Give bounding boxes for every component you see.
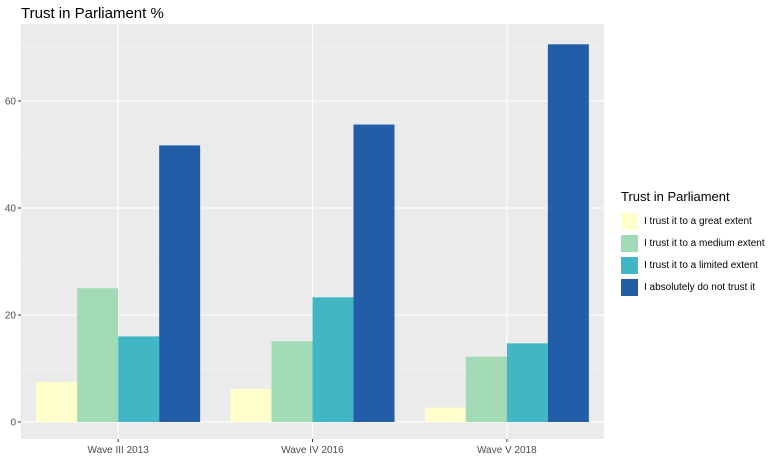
bar <box>77 288 119 422</box>
legend-swatch <box>621 278 638 296</box>
bar <box>36 381 78 422</box>
bar <box>159 145 201 422</box>
bar <box>353 124 395 422</box>
x-tick-label: Wave IV 2016 <box>281 445 344 456</box>
bar <box>506 343 548 422</box>
bar <box>312 297 354 422</box>
bar <box>230 388 272 422</box>
legend-label: I trust it to a medium extent <box>644 237 765 249</box>
legend-item: I trust it to a great extent <box>621 210 765 232</box>
x-tick-label: Wave III 2013 <box>88 445 150 456</box>
bars <box>36 44 589 422</box>
bar <box>118 336 160 422</box>
legend-swatch <box>621 256 638 274</box>
bar <box>547 44 589 422</box>
bar <box>424 407 466 422</box>
y-axis: 0 20 40 60 <box>5 97 21 429</box>
legend-label: I trust it to a limited extent <box>644 259 758 271</box>
legend-swatch <box>621 212 638 230</box>
x-tick-label: Wave V 2018 <box>477 445 537 456</box>
legend-title: Trust in Parliament <box>621 189 730 204</box>
legend-item: I absolutely do not trust it <box>621 276 765 298</box>
legend-swatch <box>621 234 638 252</box>
x-axis: Wave III 2013 Wave IV 2016 Wave V 2018 <box>88 439 537 456</box>
legend-label: I trust it to a great extent <box>644 215 752 227</box>
legend-item: I trust it to a limited extent <box>621 254 765 276</box>
y-tick-label: 20 <box>5 311 17 322</box>
legend-label: I absolutely do not trust it <box>644 281 756 293</box>
y-tick-label: 40 <box>5 204 17 215</box>
legend: Trust in Parliament I trust it to a grea… <box>621 189 765 298</box>
bar <box>465 356 507 422</box>
chart-title: Trust in Parliament % <box>21 5 164 22</box>
bar <box>271 341 313 422</box>
legend-item: I trust it to a medium extent <box>621 232 765 254</box>
y-tick-label: 60 <box>5 97 17 108</box>
legend-items: I trust it to a great extent I trust it t… <box>621 210 765 298</box>
y-tick-label: 0 <box>10 418 16 429</box>
